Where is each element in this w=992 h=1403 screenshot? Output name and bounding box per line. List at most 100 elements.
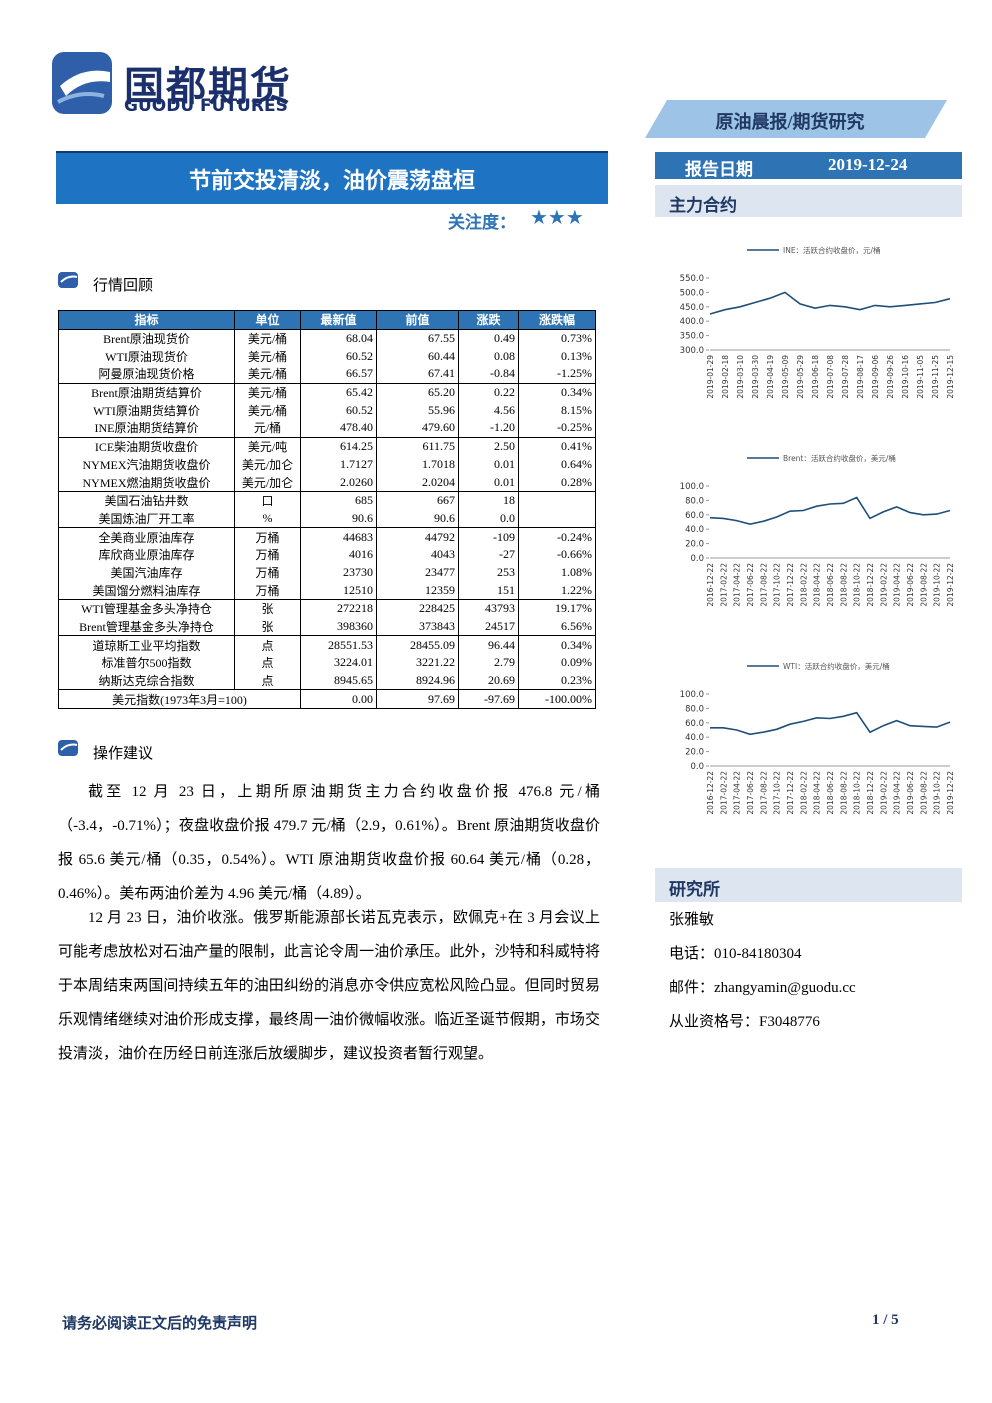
x-tick-label: 2019-05-29 xyxy=(796,355,805,399)
price-line xyxy=(709,291,951,315)
report-date: 2019-12-24 xyxy=(828,155,908,174)
table-cell: -27 xyxy=(458,545,519,564)
table-cell: 96.44 xyxy=(458,635,519,655)
table-cell: -109 xyxy=(458,527,519,546)
table-cell: 66.57 xyxy=(300,365,377,384)
x-tick-label: 2017-10-22 xyxy=(773,771,782,815)
column-header: 涨跌幅 xyxy=(518,310,596,330)
header-row: 指标 单位 最新值 前值 涨跌 涨跌幅 xyxy=(58,310,596,330)
table-cell: 6.56% xyxy=(518,617,596,636)
table-row: 库欣商业原油库存 万桶 4016 4043 -27 -0.66% xyxy=(58,545,596,564)
x-tick-label: 2017-12-22 xyxy=(786,771,795,815)
x-tick-label: 2017-02-22 xyxy=(719,563,728,607)
table-row: Brent管理基金多头净持仓张 398360 373843 24517 6.56% xyxy=(58,617,596,636)
table-cell: 90.6 xyxy=(300,509,377,528)
table-cell: 张 xyxy=(234,617,301,636)
email: 邮件：zhangyamin@guodu.cc xyxy=(669,980,856,996)
table-cell: 1.22% xyxy=(518,581,596,600)
x-tick-label: 2017-04-22 xyxy=(733,563,742,607)
table-cell: 2.0260 xyxy=(300,473,377,492)
table-cell: 67.55 xyxy=(376,328,459,348)
x-tick-label: 2016-12-22 xyxy=(706,771,715,815)
table-cell: 4016 xyxy=(300,545,377,564)
table-cell: 68.04 xyxy=(300,328,377,348)
x-tick-label: 2019-11-05 xyxy=(916,355,925,399)
x-tick-label: 2019-08-22 xyxy=(919,563,928,607)
table-cell: 97.69 xyxy=(376,689,459,710)
x-tick-label: 2017-06-22 xyxy=(746,563,755,607)
table-cell: 0.64% xyxy=(518,455,596,474)
legend-label: INE：活跃合约收盘价，元/桶 xyxy=(783,245,881,255)
table-cell: 美元/加仑 xyxy=(234,473,301,492)
table-cell: WTI原油现货价 xyxy=(58,347,235,366)
table-cell: 0.28% xyxy=(518,473,596,492)
x-tick-label: 2018-12-22 xyxy=(866,563,875,607)
table-cell: 2.79 xyxy=(458,654,519,672)
table-cell: 8924.96 xyxy=(376,671,459,690)
table-cell: INE原油期货结算价 xyxy=(58,419,235,438)
table-cell: 0.22 xyxy=(458,382,519,402)
x-tick-label: 2019-05-09 xyxy=(781,355,790,399)
logo-icon xyxy=(52,52,112,114)
table-cell: Brent原油期货结算价 xyxy=(58,382,235,402)
table-row: ICE柴油期货收盘价 美元/吨 614.25 611.75 2.50 0.41% xyxy=(58,436,596,456)
table-row: WTI管理基金多头净持仓张 272218 228425 43793 19.17% xyxy=(58,598,596,618)
column-header: 单位 xyxy=(234,310,301,330)
table-cell: 479.60 xyxy=(376,419,459,438)
x-tick-label: 2018-08-22 xyxy=(839,563,848,607)
x-tick-label: 2018-04-22 xyxy=(813,771,822,815)
table-cell: -1.20 xyxy=(458,419,519,438)
table-cell: 3224.01 xyxy=(300,654,377,672)
table-cell: 1.7127 xyxy=(300,455,377,474)
attention-label: 关注度： xyxy=(448,213,516,232)
x-tick-label: 2017-06-22 xyxy=(746,771,755,815)
table-cell: 美元/桶 xyxy=(234,401,301,420)
report-title: 节前交投清淡，油价震荡盘桓 xyxy=(188,168,475,193)
table-cell: 65.20 xyxy=(376,382,459,402)
section-title: 行情回顾 xyxy=(93,278,154,294)
x-tick-label: 2019-06-22 xyxy=(906,771,915,815)
x-tick-label: 2017-08-22 xyxy=(759,771,768,815)
table-cell: -0.25% xyxy=(518,419,596,438)
table-cell: 口 xyxy=(234,490,301,510)
report-tag: 原油晨报/期货研究 xyxy=(715,112,865,132)
y-tick-label: 350.0 xyxy=(680,332,704,342)
x-tick-label: 2019-07-08 xyxy=(826,355,835,399)
column-header: 涨跌 xyxy=(458,310,519,330)
table-cell: 28551.53 xyxy=(300,635,377,655)
price-line xyxy=(710,711,951,736)
y-tick-label: 20.0 xyxy=(685,748,704,758)
x-tick-label: 2019-12-15 xyxy=(946,355,955,399)
table-cell: 4043 xyxy=(376,545,459,564)
table-cell: 1.08% xyxy=(518,563,596,582)
table-row: WTI原油期货结算价 美元/桶 60.52 55.96 4.56 8.15% xyxy=(58,401,596,420)
table-cell: 253 xyxy=(458,563,519,582)
x-tick-label: 2019-01-29 xyxy=(706,355,715,399)
table-cell: Brent管理基金多头净持仓 xyxy=(58,617,235,636)
table-cell: 元/桶 xyxy=(234,419,301,438)
table-cell: 8945.65 xyxy=(300,671,377,690)
table-cell: 60.44 xyxy=(376,347,459,366)
x-tick-label: 2018-10-22 xyxy=(853,771,862,815)
table-cell: 0.09% xyxy=(518,654,596,672)
table-cell: 611.75 xyxy=(376,436,459,456)
section-icon xyxy=(58,272,78,288)
x-tick-label: 2018-08-22 xyxy=(839,771,848,815)
x-tick-label: 2018-06-22 xyxy=(826,563,835,607)
table-cell: 美国炼油厂开工率 xyxy=(58,509,235,528)
column-header: 前值 xyxy=(376,310,459,330)
table-cell: 67.41 xyxy=(376,365,459,384)
table-cell: 0.34% xyxy=(518,635,596,655)
x-tick-label: 2017-02-22 xyxy=(719,771,728,815)
disclaimer: 请务必阅读正文后的免责声明 xyxy=(62,1316,258,1332)
x-tick-label: 2018-10-22 xyxy=(853,563,862,607)
table-cell: 全美商业原油库存 xyxy=(58,527,235,546)
logo-cn: 国都期货 xyxy=(124,64,292,110)
x-tick-label: 2019-12-22 xyxy=(946,563,955,607)
table-cell: 张 xyxy=(234,598,301,618)
table-cell: 美国馏分燃料油库存 xyxy=(58,581,235,600)
table-cell: 23477 xyxy=(376,563,459,582)
x-tick-label: 2019-06-18 xyxy=(811,355,820,399)
table-cell: 55.96 xyxy=(376,401,459,420)
y-tick-label: 0.0 xyxy=(690,554,704,564)
